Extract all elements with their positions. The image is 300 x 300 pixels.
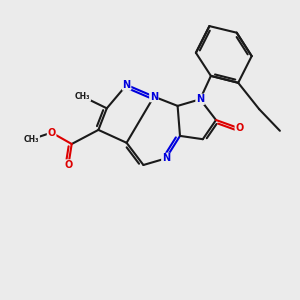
Text: N: N (162, 153, 170, 164)
Text: O: O (64, 160, 73, 170)
Text: O: O (235, 123, 244, 134)
Text: CH₃: CH₃ (75, 92, 91, 101)
Text: N: N (122, 80, 131, 90)
Text: N: N (150, 92, 158, 102)
Text: O: O (47, 128, 56, 138)
Text: CH₃: CH₃ (24, 135, 40, 144)
Text: N: N (196, 94, 204, 104)
